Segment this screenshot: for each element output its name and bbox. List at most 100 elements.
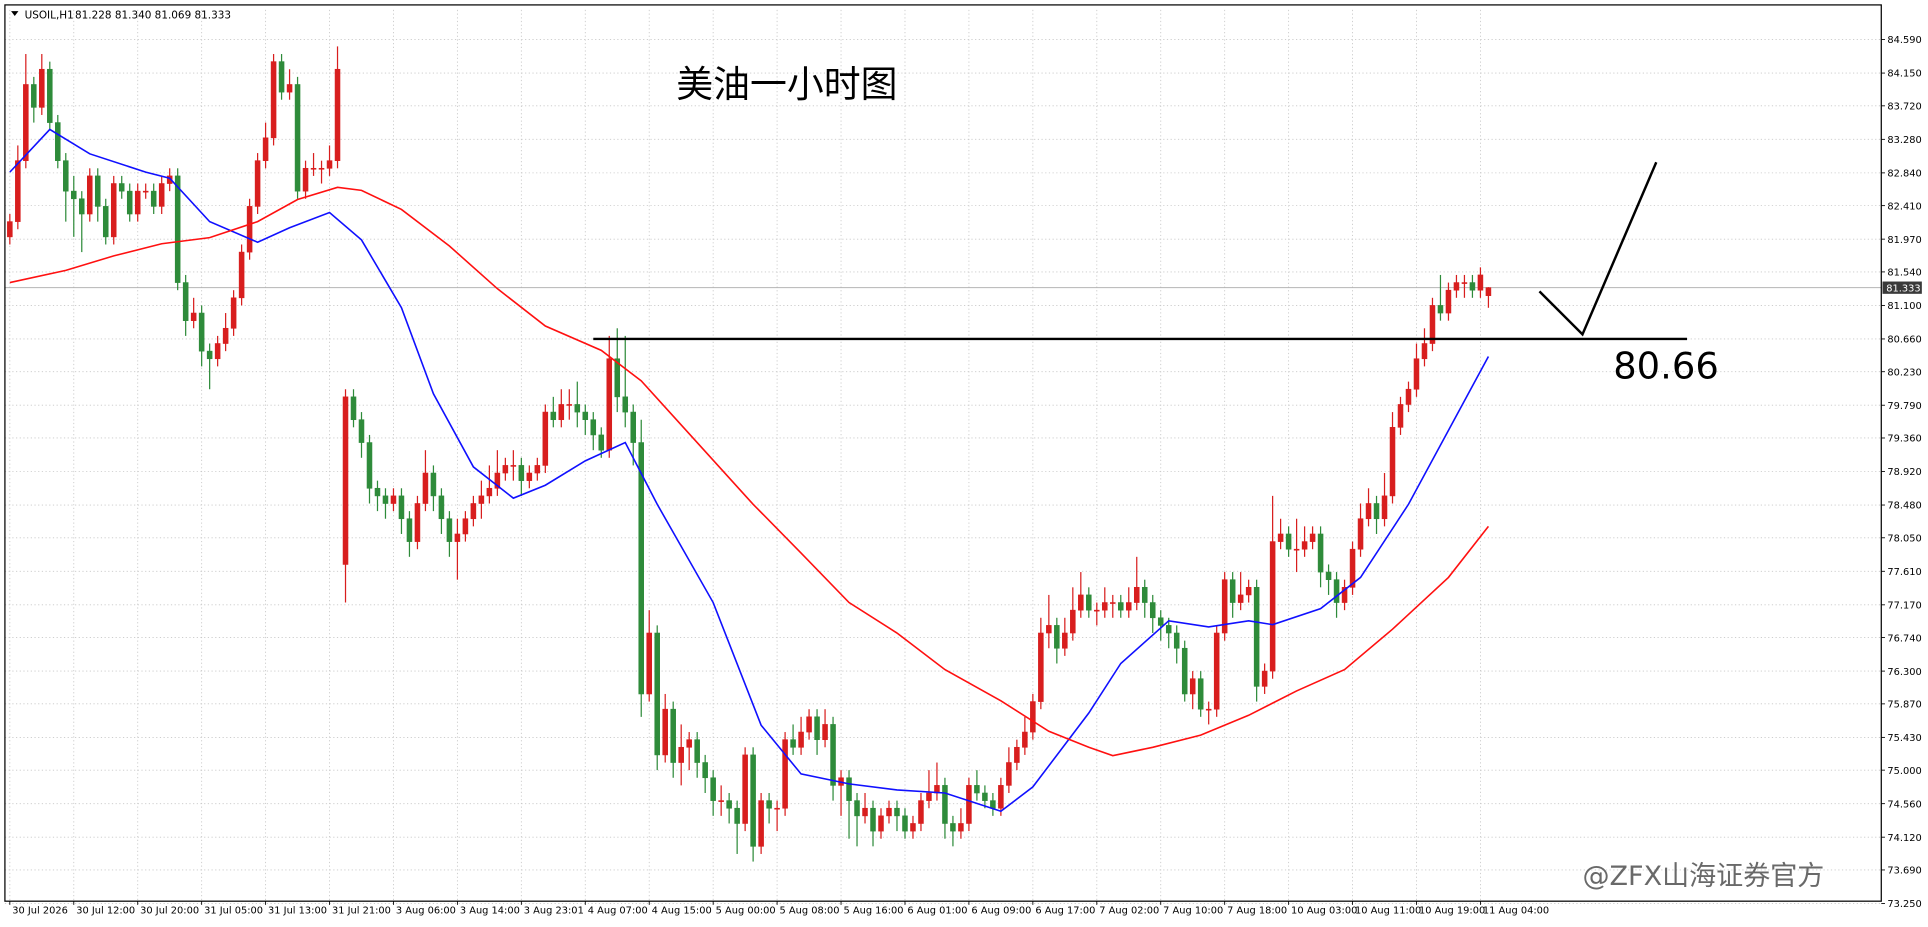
candle-body [206, 350, 213, 360]
candle-body [830, 724, 836, 786]
candle-body [862, 807, 868, 817]
x-tick-label: 31 Jul 05:00 [204, 905, 263, 916]
candle-body [1133, 586, 1140, 603]
y-tick-label: 79.360 [1887, 434, 1921, 445]
candle-body [598, 434, 605, 451]
y-tick-label: 84.150 [1887, 69, 1921, 80]
candle-body [894, 807, 900, 817]
candle-body [110, 183, 117, 238]
candle-body [1102, 602, 1108, 611]
header-icon [11, 11, 19, 16]
y-tick-label: 75.870 [1887, 700, 1921, 711]
candle-body [1078, 594, 1084, 611]
candle-body [566, 404, 573, 406]
candle-body [1469, 282, 1476, 291]
candle-body [718, 800, 724, 802]
y-tick-label: 79.790 [1887, 401, 1921, 412]
candle-body [1381, 495, 1388, 520]
candle-body [1333, 579, 1340, 603]
candle-body [918, 800, 924, 824]
candle-body [510, 465, 517, 467]
candle-body [254, 160, 261, 207]
candle-body [702, 762, 708, 779]
candle-body [1421, 343, 1428, 360]
candle-body [79, 198, 85, 215]
candle-body [1325, 571, 1332, 580]
candle-body [198, 312, 205, 352]
candle-body [142, 190, 149, 193]
candle-body [1277, 533, 1284, 542]
candle-body [758, 800, 764, 847]
candle-body [1110, 602, 1116, 604]
candle-body [214, 343, 221, 360]
candle-body [1205, 708, 1212, 711]
x-tick-label: 7 Aug 02:00 [1099, 905, 1159, 916]
candle-body [926, 792, 932, 801]
candle-body [454, 533, 461, 542]
candle-body [222, 327, 229, 344]
y-tick-label: 81.970 [1887, 235, 1921, 246]
candle-body [870, 807, 876, 832]
candle-body [15, 160, 21, 222]
candle-body [310, 167, 317, 170]
candle-body [1373, 503, 1380, 520]
candle-body [358, 419, 365, 443]
candle-body [582, 411, 589, 421]
y-tick-label: 82.840 [1887, 169, 1921, 180]
candle-body [7, 221, 13, 238]
candle-body [1038, 632, 1044, 702]
candle-body [822, 724, 828, 740]
candle-body [966, 785, 972, 824]
candle-body [1389, 427, 1396, 497]
candle-body [486, 487, 493, 497]
x-tick-label: 3 Aug 14:00 [460, 905, 520, 916]
candle-body [942, 785, 948, 824]
candle-body [1317, 533, 1324, 573]
candle-body [1054, 625, 1060, 649]
candle-body [774, 807, 780, 810]
candle-body [646, 632, 652, 695]
candle-body [670, 708, 676, 763]
candle-body [534, 465, 541, 474]
candle-body [1413, 358, 1420, 390]
candle-body [1237, 594, 1244, 603]
candle-body [238, 251, 245, 299]
x-tick-label: 3 Aug 23:01 [524, 905, 584, 916]
candle-body [118, 183, 125, 192]
candle-body [678, 746, 684, 763]
candle-body [694, 739, 700, 763]
candle-body [1485, 287, 1492, 296]
y-tick-label: 83.720 [1887, 102, 1921, 113]
x-tick-label: 10 Aug 19:00 [1419, 905, 1485, 916]
candle-body [47, 68, 53, 123]
y-tick-label: 78.050 [1887, 533, 1921, 544]
candle-body [846, 777, 852, 801]
y-tick-label: 76.740 [1887, 633, 1921, 644]
candle-body [158, 183, 165, 207]
candle-body [126, 190, 133, 215]
candle-body [1157, 617, 1164, 626]
candle-body [1125, 602, 1132, 611]
x-tick-label: 10 Aug 03:00 [1291, 905, 1357, 916]
candle-body [798, 731, 804, 748]
candle-body [350, 396, 357, 421]
y-tick-label: 83.280 [1887, 135, 1921, 146]
candle-body [814, 716, 820, 740]
y-tick-label: 74.120 [1887, 833, 1921, 844]
candle-body [502, 465, 509, 474]
candle-body [790, 739, 796, 748]
candle-body [1086, 594, 1092, 611]
y-tick-label: 84.590 [1887, 35, 1921, 46]
candle-body [878, 815, 884, 832]
candle-body [86, 175, 93, 215]
candle-body [190, 312, 197, 321]
candle-body [982, 792, 988, 801]
plot-layer [4, 9, 1882, 904]
candle-body [230, 297, 237, 329]
candle-body [1261, 670, 1268, 687]
header-symbol: USOIL,H1 [25, 9, 74, 21]
price-tag-label: 81.333 [1886, 283, 1920, 294]
y-tick-label: 78.920 [1887, 467, 1921, 478]
chart-title: 美油一小时图 [676, 63, 897, 106]
candle-body [886, 807, 892, 817]
